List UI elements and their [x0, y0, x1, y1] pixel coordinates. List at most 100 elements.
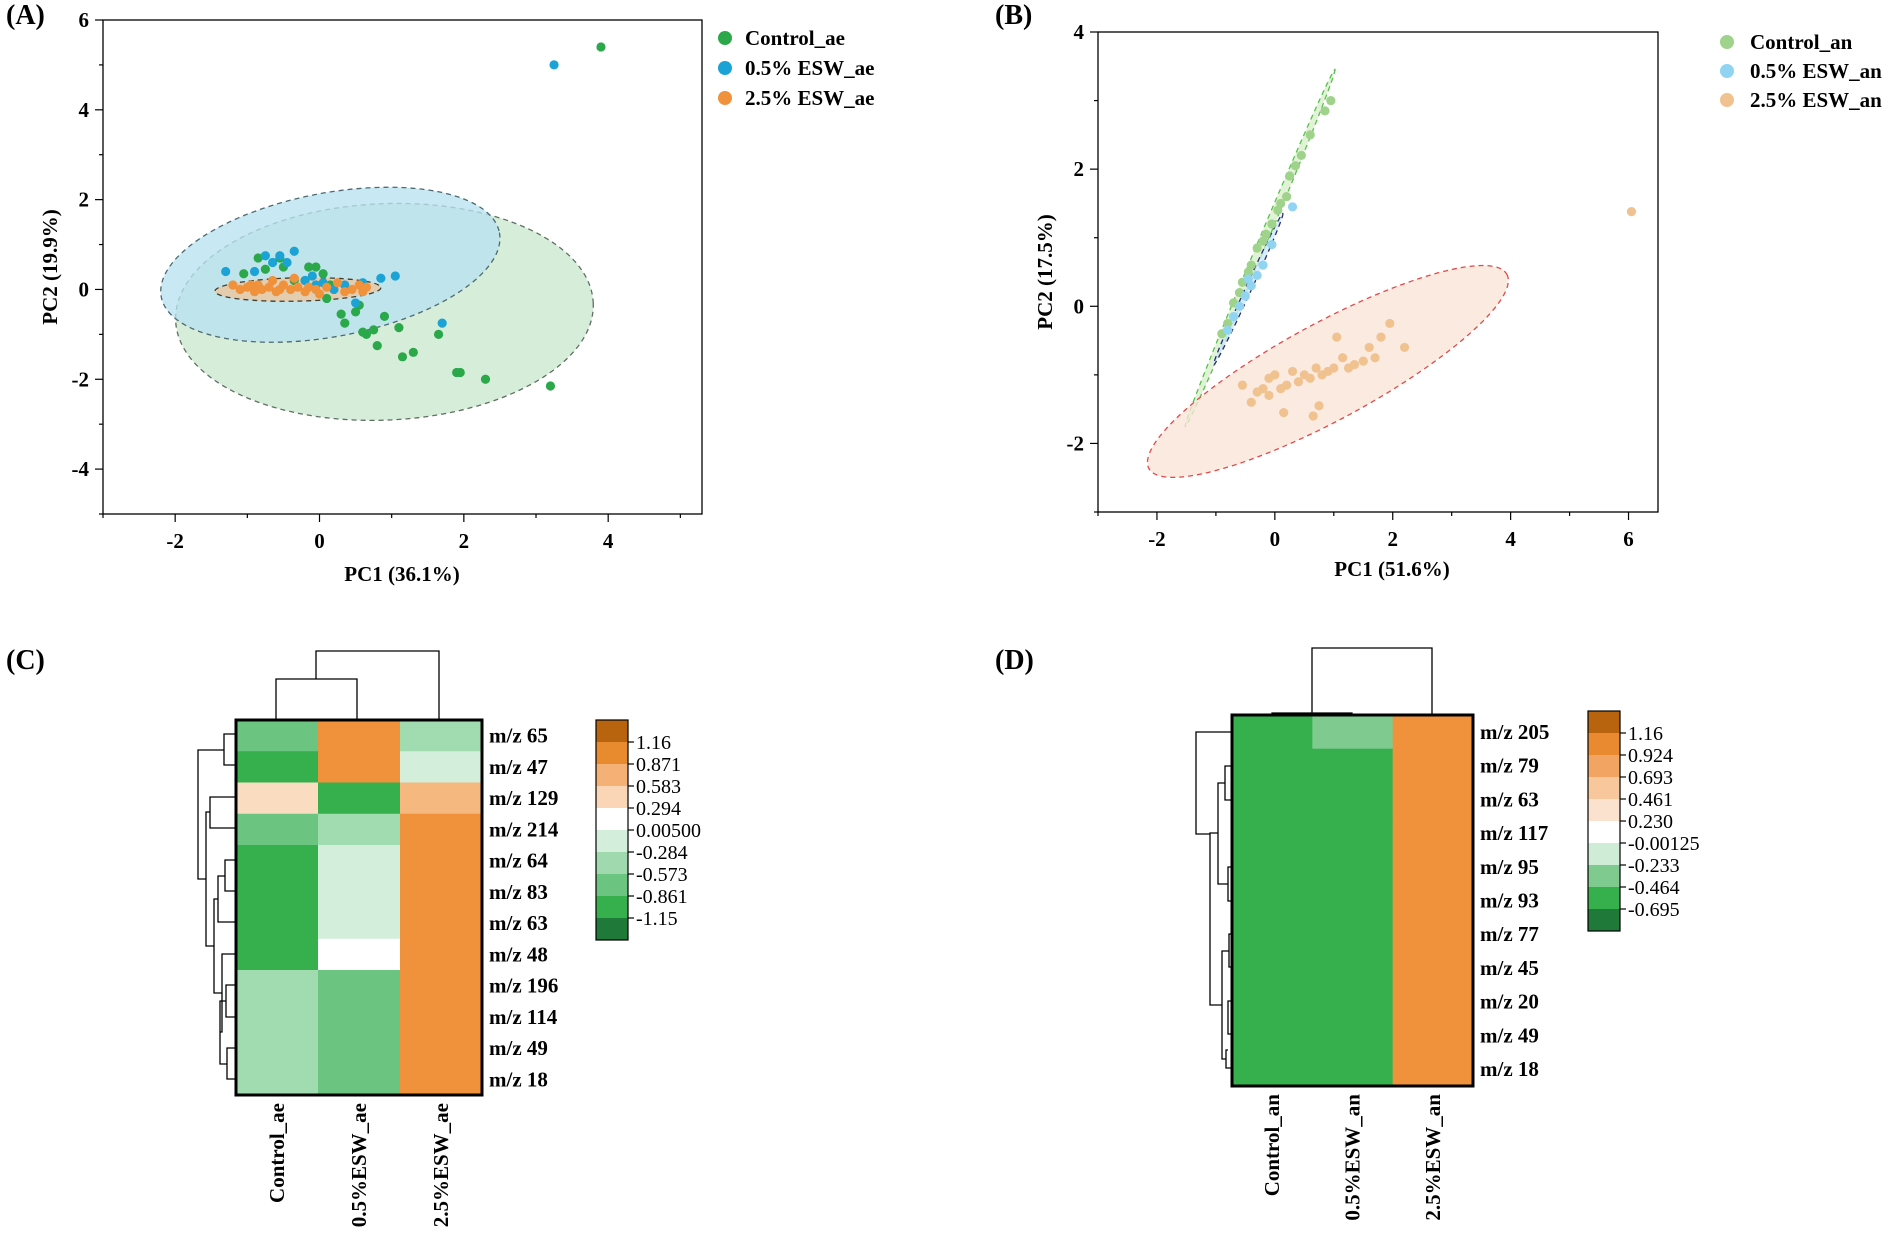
panel-c-colorbar: 1.160.8710.5830.2940.00500-0.284-0.573-0…	[595, 719, 701, 941]
2-5-esw-an-point	[1343, 363, 1354, 373]
legend-label-25-esw-an: 2.5% ESW_an	[1750, 88, 1882, 112]
row-label-m-z-77: m/z 77	[1480, 922, 1539, 946]
legend-item-05-esw-an: 0.5% ESW_an	[1720, 59, 1882, 83]
heatmap-cell	[1312, 715, 1394, 750]
panel-a-plot-frame	[102, 19, 703, 515]
legend-item-05-esw-ae: 0.5% ESW_ae	[718, 56, 875, 80]
0-5-esw-ae-point	[289, 246, 299, 256]
heatmap-cell	[236, 782, 319, 815]
heatmap-cell	[1232, 748, 1313, 783]
panel-a-ellipses	[160, 186, 594, 422]
0-5-esw-ae-point	[329, 284, 339, 295]
legend-item-25-esw-ae: 2.5% ESW_ae	[718, 86, 875, 110]
colorbar-label: 0.00500	[636, 820, 701, 842]
column-label-2-5-esw-ae: 2.5%ESW_ae	[429, 1103, 453, 1227]
colorbar-segment	[1588, 843, 1620, 866]
row-label-m-z-65: m/z 65	[489, 724, 548, 748]
panel-c-column-dendrogram	[275, 650, 440, 720]
colorbar-segment	[1588, 821, 1620, 844]
2-5-esw-ae-point	[347, 284, 357, 295]
0-5-esw-an-point	[1234, 301, 1245, 311]
colorbar-segment	[596, 764, 628, 787]
control-ae-point	[358, 327, 368, 337]
control-ae-point	[340, 318, 350, 328]
row-label-m-z-18: m/z 18	[1480, 1057, 1539, 1081]
legend-label-25-esw-ae: 2.5% ESW_ae	[745, 86, 875, 110]
2-5-esw-an-point	[1308, 411, 1318, 421]
heatmap-cell	[1312, 816, 1394, 851]
control-an-point	[1273, 205, 1283, 215]
heatmap-cell	[1232, 984, 1313, 1020]
control-ae-point	[397, 352, 408, 362]
heatmap-cell	[236, 1032, 319, 1065]
panel-b-y-axis-title: PC2 (17.5%)	[1033, 214, 1057, 329]
0-5-esw-ae-point	[376, 273, 386, 283]
row-label-m-z-95: m/z 95	[1480, 855, 1539, 879]
control-an-point	[1282, 191, 1292, 202]
0-5-esw-an-point	[1243, 274, 1253, 284]
heatmap-cell	[318, 907, 401, 940]
2-5-esw-an-point	[1332, 332, 1342, 342]
heatmap-cell	[1392, 1018, 1474, 1053]
heatmap-cell	[236, 751, 319, 783]
control-an-point	[1290, 161, 1301, 171]
row-label-m-z-63: m/z 63	[1480, 787, 1539, 811]
heatmap-cell	[1392, 883, 1474, 918]
heatmap-cell	[400, 970, 483, 1002]
0-5-esw-ae-point	[390, 271, 400, 281]
control-ae-point	[336, 309, 346, 319]
control-ae-point	[369, 325, 379, 335]
y-tick-label: 2	[1074, 157, 1085, 181]
legend-marker-05-esw-ae	[718, 61, 732, 75]
2-5-esw-ae-point	[267, 275, 278, 286]
row-label-m-z-45: m/z 45	[1480, 956, 1539, 980]
panel-b-points	[1217, 95, 1637, 421]
heatmap-cell	[1392, 816, 1474, 851]
panel-a-legend: Control_ae 0.5% ESW_ae 2.5% ESW_ae	[718, 26, 875, 110]
control-ae-point	[408, 347, 418, 357]
2-5-esw-an-point	[1376, 332, 1386, 342]
heatmap-cell	[1232, 883, 1313, 918]
2-5-esw-ae-point	[264, 282, 274, 292]
0-5-esw-ae-point	[350, 298, 361, 308]
colorbar-label: 0.693	[1628, 767, 1673, 789]
colorbar-label: -0.861	[636, 886, 688, 908]
heatmap-cell	[318, 751, 401, 783]
colorbar-segment	[596, 720, 628, 743]
legend-marker-05-esw-an	[1720, 64, 1734, 78]
colorbar-segment	[596, 918, 628, 941]
heatmap-cell	[1312, 951, 1394, 986]
panel-b-x-axis: -2 0 2 4 6	[1097, 512, 1634, 551]
0-5-esw-an-point	[1246, 281, 1256, 291]
row-label-m-z-117: m/z 117	[1480, 821, 1548, 845]
colorbar-label: -0.284	[636, 842, 688, 864]
colorbar-label: 1.16	[636, 732, 671, 754]
2-5-esw-an-point	[1293, 377, 1304, 387]
heatmap-cell	[318, 845, 401, 877]
heatmap-cell	[318, 1001, 401, 1033]
legend-marker-25-esw-ae	[718, 91, 732, 105]
colorbar-label: 0.230	[1628, 811, 1673, 833]
0-5-esw-an-point	[1258, 260, 1268, 270]
control-ae-point	[433, 329, 444, 339]
colorbar-segment	[596, 830, 628, 853]
0-5-esw-an-point	[1240, 291, 1250, 301]
heatmap-cell	[236, 938, 319, 971]
y-tick-label: 2	[79, 188, 90, 212]
legend-marker-25-esw-an	[1720, 93, 1734, 107]
0-5-esw-an-point	[1223, 325, 1233, 335]
heatmap-cell	[236, 876, 319, 908]
row-label-m-z-129: m/z 129	[489, 786, 558, 810]
panel-a-x-axis: -2 0 2 4	[102, 514, 681, 553]
colorbar-segment	[596, 874, 628, 897]
legend-label-control-an: Control_an	[1750, 30, 1853, 54]
colorbar-segment	[596, 896, 628, 919]
0-5-esw-ae-confidence-ellipse	[160, 186, 501, 343]
row-label-m-z-93: m/z 93	[1480, 889, 1539, 913]
legend-marker-control-an	[1720, 35, 1734, 49]
2-5-esw-ae-point	[249, 287, 260, 297]
panel-d-row-labels: m/z 205 m/z 79 m/z 63 m/z 117 m/z 95 m/z 93 m/…	[1480, 720, 1549, 1081]
colorbar-label: 0.583	[636, 776, 681, 798]
control-an-point	[1305, 130, 1315, 140]
